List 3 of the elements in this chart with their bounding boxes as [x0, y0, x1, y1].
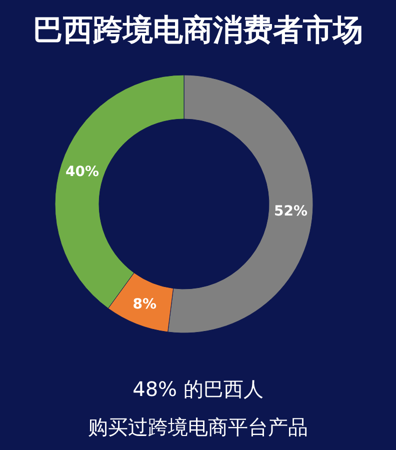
annotation: 购买过跨境电商平台产品 [88, 415, 308, 439]
annotation: 48% 的巴西人 [132, 377, 264, 401]
title: 巴西跨境电商消费者市场 [33, 13, 363, 48]
